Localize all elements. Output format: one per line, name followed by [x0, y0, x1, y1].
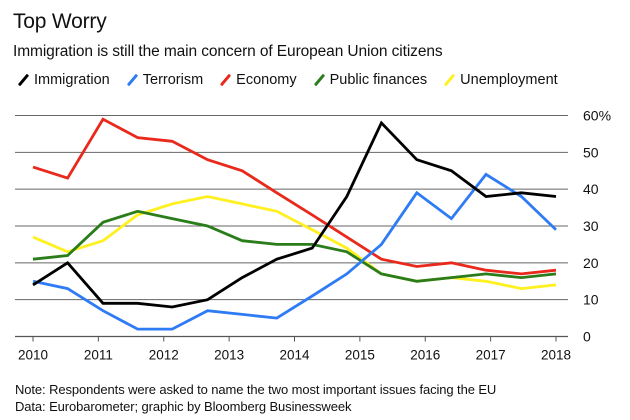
note-text: Note: Respondents were asked to name the… — [15, 382, 497, 397]
legend-label-immigration: Immigration — [34, 72, 110, 88]
x-tick-label: 2013 — [214, 348, 244, 363]
y-axis-ticks: 0 10 20 30 40 50 60% — [583, 108, 611, 345]
x-tick-label: 2017 — [476, 348, 506, 363]
legend-item-terrorism: Terrorism — [127, 72, 203, 88]
series-line-terrorism — [32, 172, 557, 331]
x-tick-label: 2016 — [410, 348, 440, 363]
x-tick-label: 2012 — [149, 348, 179, 363]
chart-footnote: Note: Respondents were asked to name the… — [15, 381, 496, 415]
x-tick-label: 2018 — [541, 348, 571, 363]
legend-item-unemployment: Unemployment — [444, 72, 558, 88]
y-tick-label: 0 — [583, 329, 591, 345]
series-lines — [32, 117, 557, 331]
x-tick-label: 2015 — [345, 348, 375, 363]
legend-swatch-immigration — [18, 74, 28, 86]
chart-title: Top Worry — [13, 10, 107, 33]
legend-swatch-public-finances — [314, 74, 324, 86]
x-tick-label: 2011 — [84, 348, 113, 363]
y-tick-label: 50 — [583, 144, 599, 160]
series-line-unemployment — [32, 195, 557, 291]
legend-swatch-economy — [220, 74, 230, 86]
x-tick-label: 2010 — [18, 348, 48, 363]
gridlines — [15, 115, 568, 338]
series-line-immigration — [32, 120, 557, 309]
legend-label-public-finances: Public finances — [329, 72, 428, 88]
y-tick-label: 10 — [583, 292, 599, 308]
legend-label-unemployment: Unemployment — [460, 72, 558, 88]
chart-subtitle: Immigration is still the main concern of… — [13, 43, 443, 60]
legend-swatch-terrorism — [127, 74, 137, 86]
source-text: Data: Eurobarometer; graphic by Bloomber… — [15, 399, 352, 414]
y-tick-label: 60% — [583, 108, 611, 124]
legend-item-immigration: Immigration — [18, 72, 110, 88]
y-tick-label: 20 — [583, 255, 599, 271]
legend-label-economy: Economy — [236, 72, 297, 88]
series-line-economy — [32, 117, 557, 276]
y-tick-label: 40 — [583, 181, 599, 197]
y-tick-label: 30 — [583, 218, 599, 234]
legend-label-terrorism: Terrorism — [142, 72, 204, 88]
series-line-public-finances — [32, 209, 557, 283]
legend-item-public-finances: Public finances — [314, 72, 428, 88]
legend-swatch-unemployment — [444, 74, 454, 86]
legend-item-economy: Economy — [220, 72, 296, 88]
x-axis: 2010 2011 2012 2013 2014 2015 2016 2017 2018 — [18, 336, 571, 363]
legend: Immigration Terrorism Economy Public fin… — [18, 72, 575, 88]
x-tick-label: 2014 — [279, 348, 310, 363]
